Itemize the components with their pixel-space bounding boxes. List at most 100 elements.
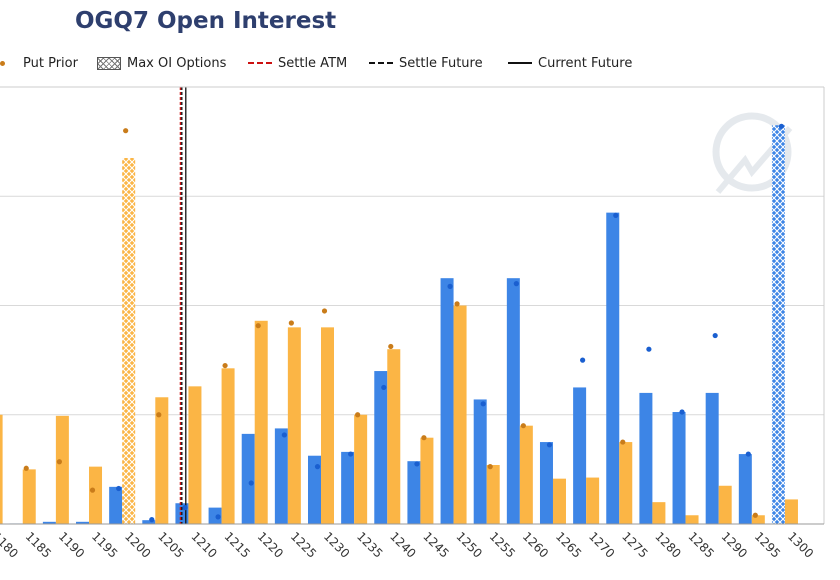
put-bar-1260 bbox=[519, 425, 533, 524]
put-prior-dot-1200 bbox=[123, 128, 129, 134]
call-bar-1300 bbox=[771, 125, 785, 525]
x-tick-1285: 1285 bbox=[685, 529, 716, 560]
x-tick-1235: 1235 bbox=[354, 529, 385, 560]
x-tick-1200: 1200 bbox=[122, 529, 153, 560]
call-prior-dot-1250 bbox=[447, 283, 453, 289]
put-prior-dot-1250 bbox=[454, 301, 460, 307]
call-prior-dot-1290 bbox=[712, 332, 718, 339]
legend-settle-atm[interactable]: Settle ATM bbox=[248, 52, 347, 74]
put-prior-dot-1230 bbox=[321, 308, 328, 314]
put-bar-1205 bbox=[155, 397, 169, 524]
call-bar-1280 bbox=[639, 392, 653, 524]
x-tick-1190: 1190 bbox=[56, 529, 87, 560]
put-bar-1180 bbox=[0, 414, 3, 524]
put-bar-1230 bbox=[321, 327, 334, 524]
x-tick-1210: 1210 bbox=[188, 529, 219, 560]
put-prior-dot-1205 bbox=[156, 412, 162, 418]
call-prior-dot-1255 bbox=[480, 401, 486, 407]
call-prior-dot-1210 bbox=[182, 505, 188, 511]
red-dashed-line-icon bbox=[248, 62, 272, 64]
put-prior-dot-1255 bbox=[487, 464, 493, 470]
put-bar-1265 bbox=[552, 478, 566, 524]
call-bar-1205 bbox=[142, 520, 156, 524]
call-prior-dot-1285 bbox=[679, 409, 685, 415]
call-prior-dot-1245 bbox=[414, 461, 420, 467]
put-bar-1295 bbox=[751, 515, 765, 524]
x-tick-1205: 1205 bbox=[155, 529, 186, 560]
call-prior-dot-1220 bbox=[248, 480, 254, 486]
call-bar-1250 bbox=[440, 278, 454, 524]
x-tick-1275: 1275 bbox=[619, 529, 650, 560]
call-bar-1230 bbox=[308, 455, 321, 524]
call-bar-1190 bbox=[42, 521, 56, 524]
put-bar-1195 bbox=[89, 466, 103, 524]
x-tick-1185: 1185 bbox=[23, 529, 54, 560]
put-prior-dot-icon bbox=[0, 60, 5, 66]
put-prior-dot-1245 bbox=[421, 435, 427, 441]
put-bar-1285 bbox=[685, 515, 699, 524]
call-bar-1260 bbox=[506, 278, 520, 524]
call-prior-dot-1200 bbox=[116, 485, 122, 492]
put-bar-1235 bbox=[354, 414, 368, 524]
call-prior-dot-1280 bbox=[646, 346, 652, 352]
put-prior-dot-1215 bbox=[222, 362, 228, 369]
put-bar-1300 bbox=[784, 499, 798, 524]
prior-dots bbox=[23, 123, 785, 523]
call-prior-dot-1205 bbox=[149, 517, 155, 523]
x-tick-1265: 1265 bbox=[553, 529, 584, 560]
call-bar-1275 bbox=[606, 212, 620, 524]
put-prior-dot-1190 bbox=[56, 459, 62, 465]
call-bar-1200 bbox=[109, 486, 123, 524]
x-tick-1290: 1290 bbox=[719, 529, 750, 560]
x-tick-labels: 1180 1185 1190 1195 1200 1205 1210 1215 1220 1225… bbox=[0, 529, 816, 560]
call-bar-1240 bbox=[374, 371, 388, 524]
legend-current-future-label: Current Future bbox=[538, 55, 633, 71]
put-bar-1190 bbox=[55, 415, 69, 524]
x-tick-1245: 1245 bbox=[420, 529, 451, 560]
x-tick-1215: 1215 bbox=[221, 529, 252, 560]
call-bar-1265 bbox=[539, 442, 553, 524]
call-bar-1290 bbox=[705, 392, 719, 524]
call-prior-dot-1230 bbox=[314, 464, 321, 470]
watermark-logo-icon bbox=[712, 112, 793, 194]
call-bar-1235 bbox=[341, 451, 355, 524]
future-lines bbox=[179, 87, 187, 524]
legend-settle-future-label: Settle Future bbox=[399, 55, 483, 71]
legend-current-future[interactable]: Current Future bbox=[508, 52, 632, 74]
hatch-swatch-icon bbox=[97, 56, 121, 70]
legend-put-prior-label: Put Prior bbox=[23, 55, 78, 71]
legend: Put Prior Max OI Options Settle ATM Sett… bbox=[0, 52, 840, 74]
put-prior-dot-1240 bbox=[388, 343, 394, 350]
call-bar-1215 bbox=[208, 507, 222, 524]
call-bar-1225 bbox=[274, 428, 288, 524]
put-bar-1250 bbox=[453, 305, 467, 524]
put-prior-dot-1195 bbox=[89, 487, 96, 493]
put-bar-1240 bbox=[387, 349, 401, 524]
put-bar-1270 bbox=[586, 477, 600, 524]
legend-max-oi[interactable]: Max OI Options bbox=[97, 52, 226, 74]
put-bar-1185 bbox=[22, 469, 36, 524]
legend-settle-future[interactable]: Settle Future bbox=[369, 52, 483, 74]
put-prior-dot-1275 bbox=[620, 439, 626, 445]
x-tick-1220: 1220 bbox=[255, 529, 286, 560]
call-bar-1245 bbox=[407, 461, 421, 524]
call-prior-dot-1215 bbox=[215, 514, 221, 520]
call-bar-1255 bbox=[473, 399, 487, 524]
put-prior-dot-1260 bbox=[520, 423, 526, 429]
put-prior-dot-1220 bbox=[255, 323, 261, 329]
x-tick-1195: 1195 bbox=[89, 529, 120, 560]
legend-put-prior[interactable]: Put Prior bbox=[0, 52, 78, 74]
call-prior-dot-1265 bbox=[546, 442, 553, 448]
x-tick-1260: 1260 bbox=[520, 529, 551, 560]
call-prior-dot-1270 bbox=[580, 357, 586, 363]
call-prior-dot-1275 bbox=[613, 212, 619, 218]
put-prior-dot-1225 bbox=[288, 320, 294, 326]
put-bar-1245 bbox=[420, 437, 434, 524]
legend-max-oi-label: Max OI Options bbox=[127, 55, 227, 71]
put-bar-1210 bbox=[188, 386, 202, 524]
black-dashed-line-icon bbox=[369, 62, 393, 64]
call-prior-dot-1260 bbox=[513, 281, 519, 287]
put-prior-dot-1295 bbox=[752, 512, 758, 518]
put-bar-1280 bbox=[652, 502, 666, 524]
legend-settle-atm-label: Settle ATM bbox=[278, 55, 348, 71]
